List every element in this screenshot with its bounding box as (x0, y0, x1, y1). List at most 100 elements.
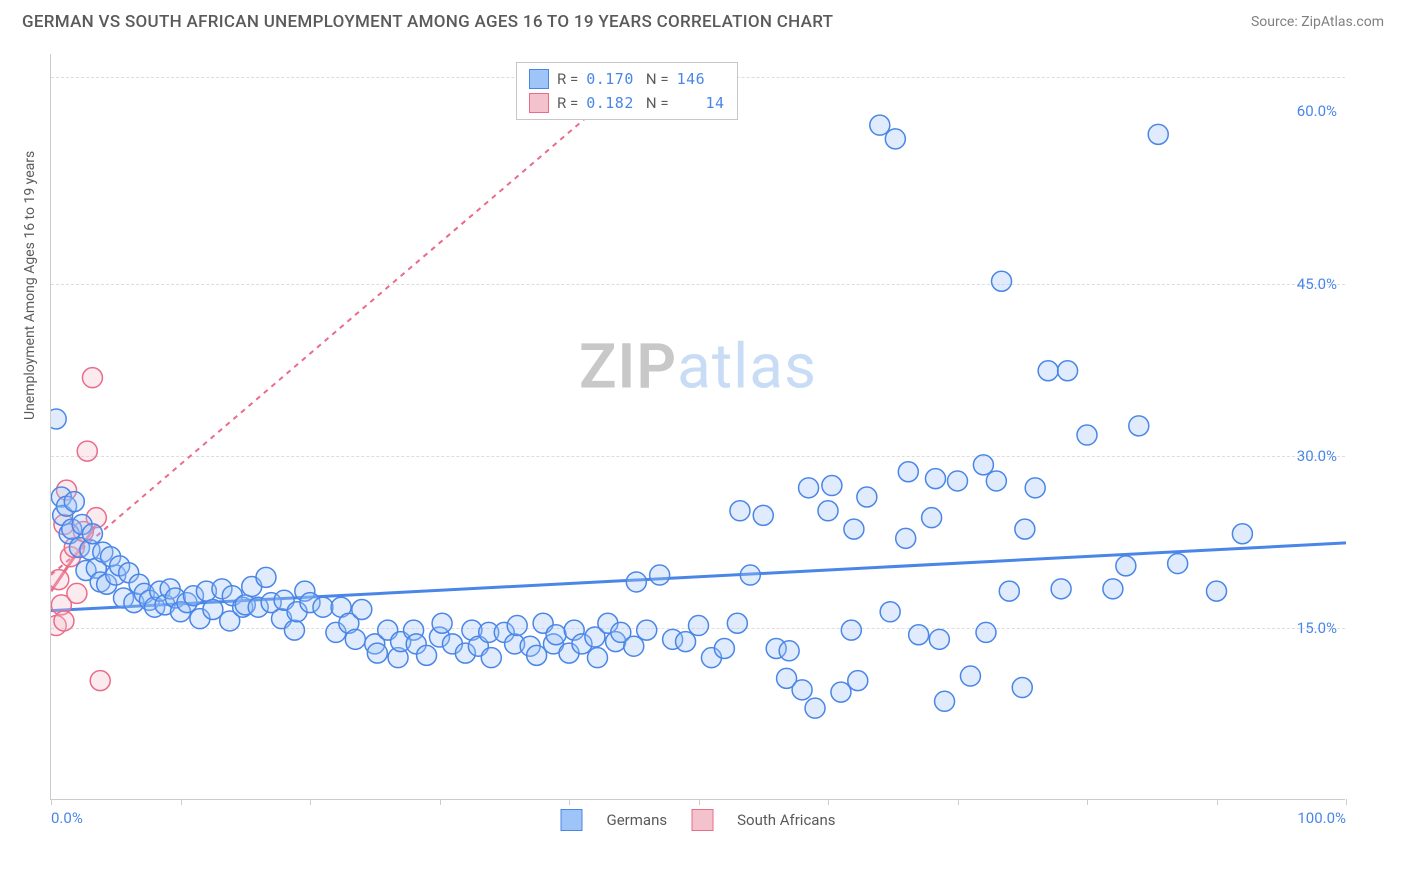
y-axis-title: Unemployment Among Ages 16 to 19 years (22, 151, 38, 420)
scatter-point (973, 455, 993, 475)
scatter-point (896, 528, 916, 548)
scatter-point (284, 620, 304, 640)
bottom-legend: Germans South Africans (561, 809, 836, 831)
scatter-point (792, 680, 812, 700)
scatter-point (626, 572, 646, 592)
scatter-point (986, 471, 1006, 491)
scatter-point (367, 643, 387, 663)
scatter-point (935, 691, 955, 711)
scatter-point (727, 613, 747, 633)
scatter-svg (51, 54, 1346, 800)
scatter-point (909, 625, 929, 645)
correlation-stats-box: R = 0.170 N = 146 R = 0.182 N = 14 (516, 62, 738, 120)
swatch-germans (529, 69, 549, 89)
scatter-point (929, 629, 949, 649)
scatter-point (822, 476, 842, 496)
scatter-point (432, 613, 452, 633)
scatter-point (779, 641, 799, 661)
scatter-point (948, 471, 968, 491)
chart-header: GERMAN VS SOUTH AFRICAN UNEMPLOYMENT AMO… (0, 0, 1406, 40)
scatter-point (64, 492, 84, 512)
scatter-point (1012, 678, 1032, 698)
scatter-point (1168, 554, 1188, 574)
x-tick-label: 0.0% (51, 809, 83, 827)
x-tick (1346, 799, 1347, 805)
scatter-point (844, 519, 864, 539)
scatter-point (1103, 579, 1123, 599)
scatter-point (848, 671, 868, 691)
scatter-point (1051, 579, 1071, 599)
scatter-point (1148, 124, 1168, 144)
scatter-point (546, 625, 566, 645)
chart-plot-area: ZIPatlas R = 0.170 N = 146 R = 0.182 N =… (50, 54, 1345, 800)
scatter-point (818, 501, 838, 521)
scatter-point (90, 671, 110, 691)
scatter-point (54, 611, 74, 631)
scatter-point (527, 645, 547, 665)
scatter-point (753, 505, 773, 525)
scatter-point (1015, 519, 1035, 539)
r-germans: 0.170 (586, 70, 634, 88)
scatter-point (714, 639, 734, 659)
swatch-south-africans (529, 93, 549, 113)
scatter-point (417, 645, 437, 665)
r-south-africans: 0.182 (586, 94, 634, 112)
x-tick-label: 100.0% (1297, 809, 1346, 827)
scatter-point (922, 508, 942, 528)
chart-title: GERMAN VS SOUTH AFRICAN UNEMPLOYMENT AMO… (22, 12, 833, 32)
scatter-point (805, 698, 825, 718)
scatter-point (345, 629, 365, 649)
scatter-point (77, 441, 97, 461)
scatter-point (730, 501, 750, 521)
scatter-point (1129, 416, 1149, 436)
scatter-point (1038, 361, 1058, 381)
legend-swatch-south-africans (691, 809, 713, 831)
scatter-point (587, 648, 607, 668)
scatter-point (51, 570, 69, 590)
scatter-point (82, 524, 102, 544)
scatter-point (481, 648, 501, 668)
scatter-point (1077, 425, 1097, 445)
scatter-point (637, 620, 657, 640)
scatter-point (67, 583, 87, 603)
scatter-point (203, 599, 223, 619)
legend-label-germans: Germans (607, 811, 668, 829)
stats-row-germans: R = 0.170 N = 146 (529, 67, 725, 91)
scatter-point (256, 567, 276, 587)
trend-line (51, 77, 634, 575)
scatter-point (1116, 556, 1136, 576)
scatter-point (880, 602, 900, 622)
scatter-point (740, 565, 760, 585)
scatter-point (507, 616, 527, 636)
scatter-point (841, 620, 861, 640)
scatter-point (624, 636, 644, 656)
scatter-point (799, 478, 819, 498)
scatter-point (1058, 361, 1078, 381)
scatter-point (689, 616, 709, 636)
scatter-point (831, 682, 851, 702)
scatter-point (1025, 478, 1045, 498)
legend-swatch-germans (561, 809, 583, 831)
scatter-point (960, 666, 980, 686)
scatter-point (999, 581, 1019, 601)
scatter-point (650, 565, 670, 585)
stats-row-south-africans: R = 0.182 N = 14 (529, 91, 725, 115)
scatter-point (82, 368, 102, 388)
scatter-point (925, 469, 945, 489)
scatter-point (313, 597, 333, 617)
n-south-africans: 14 (677, 94, 725, 112)
scatter-point (976, 622, 996, 642)
scatter-point (51, 409, 66, 429)
scatter-point (352, 599, 372, 619)
scatter-point (898, 462, 918, 482)
legend-label-south-africans: South Africans (737, 811, 835, 829)
n-germans: 146 (677, 70, 725, 88)
chart-source: Source: ZipAtlas.com (1251, 14, 1384, 30)
scatter-point (992, 271, 1012, 291)
scatter-point (1207, 581, 1227, 601)
scatter-point (1232, 524, 1252, 544)
scatter-point (857, 487, 877, 507)
scatter-point (676, 632, 696, 652)
scatter-point (885, 129, 905, 149)
scatter-point (870, 115, 890, 135)
